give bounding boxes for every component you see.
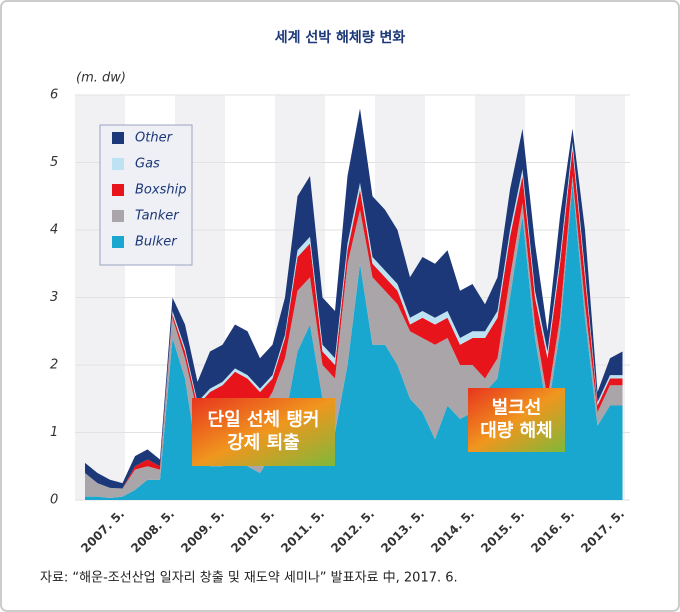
legend-swatch [112, 132, 124, 144]
annotation-box [192, 398, 335, 466]
y-tick-label: 1 [50, 425, 58, 440]
area [85, 142, 623, 489]
chart-title: 세계 선박 해체량 변화 [275, 29, 406, 46]
y-tick-label: 2 [50, 358, 58, 373]
annotation-text: 강제 퇴출 [227, 433, 300, 454]
legend-swatch [112, 236, 124, 248]
source: 자료: “해운-조선산업 일자리 창출 및 재도약 세미나” 발표자료 中, 2… [40, 571, 458, 586]
legend-label: Gas [135, 157, 160, 172]
legend-label: Bulker [135, 235, 178, 250]
annotation-text: 대량 해체 [480, 421, 553, 442]
legend-label: Other [135, 131, 174, 146]
legend-label: Tanker [135, 209, 180, 224]
area [85, 108, 623, 489]
y-tick-label: 3 [50, 290, 58, 305]
y-tick-label: 0 [50, 493, 58, 508]
y-axis-label: (m. dw) [76, 71, 126, 86]
legend-swatch [112, 184, 124, 196]
y-tick-label: 6 [50, 88, 58, 103]
legend-swatch [112, 210, 124, 222]
legend-swatch [112, 158, 124, 170]
y-tick-label: 4 [50, 223, 58, 238]
annotation-text: 단일 선체 탱커 [208, 410, 320, 431]
legend-label: Boxship [135, 183, 186, 198]
annotation-text: 벌크선 [492, 398, 542, 419]
y-tick-label: 5 [50, 155, 58, 170]
annotation-box [468, 388, 565, 452]
